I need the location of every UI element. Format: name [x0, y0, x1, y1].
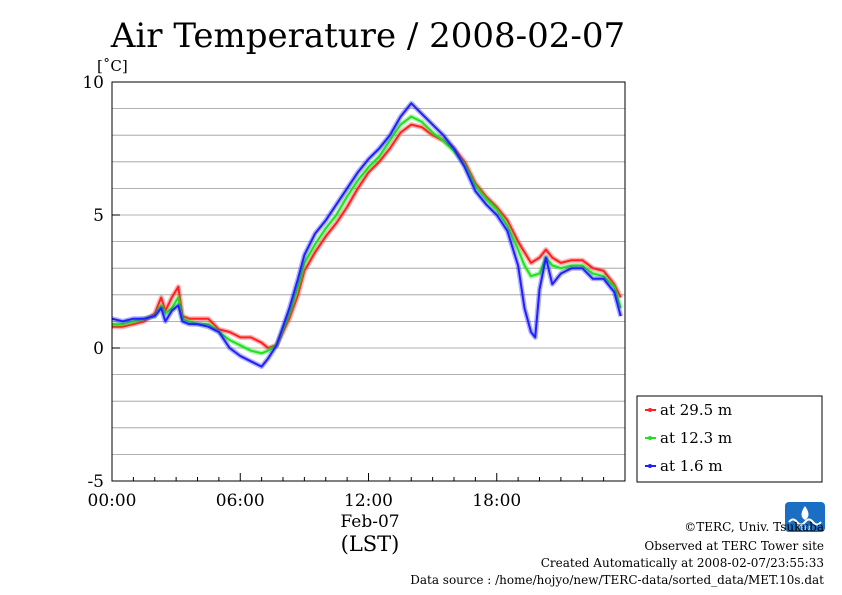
y-tick-label: 10: [82, 73, 104, 93]
footer-observed: Observed at TERC Tower site: [644, 539, 824, 553]
legend: at 29.5 m at 12.3 m at 1.6 m: [636, 395, 823, 483]
y-tick-label: -5: [87, 472, 104, 492]
legend-box: [636, 395, 823, 483]
plot-frame: [111, 81, 626, 482]
legend-label: at 1.6 m: [660, 457, 723, 475]
x-axis-date-label: Feb-07: [340, 512, 399, 532]
y-tick-label: 0: [93, 339, 104, 359]
legend-marker: [648, 464, 652, 468]
x-axis-unit-label: (LST): [341, 532, 400, 556]
legend-label: at 29.5 m: [660, 401, 732, 419]
series-line-1: [112, 115, 622, 355]
x-tick-label: 06:00: [216, 491, 265, 511]
plot-area: [111, 100, 624, 370]
legend-marker: [648, 436, 652, 440]
x-tick-label: 00:00: [88, 491, 137, 511]
logo-text: TERC: [796, 525, 813, 532]
y-tick-label: 5: [93, 206, 104, 226]
terc-logo: TERC: [785, 502, 825, 532]
chart-title: Air Temperature / 2008-02-07: [110, 16, 625, 56]
footer-source: Data source : /home/hojyo/new/TERC-data/…: [410, 573, 824, 587]
legend-label: at 12.3 m: [660, 429, 732, 447]
legend-marker: [648, 408, 652, 412]
x-tick-label: 18:00: [472, 491, 521, 511]
footer-created: Created Automatically at 2008-02-07/23:5…: [540, 556, 824, 570]
series-line-0: [112, 123, 622, 349]
series-line-2: [111, 102, 622, 368]
grid-lines: [112, 108, 625, 455]
x-tick-label: 12:00: [344, 491, 393, 511]
series-halo-2: [111, 100, 624, 370]
x-axis-ticks: 00:00 06:00 12:00 18:00: [88, 473, 605, 511]
footer-copyright: ©TERC, Univ. Tsukuba: [684, 520, 824, 534]
y-axis-unit-label: [˚C]: [97, 57, 128, 75]
y-axis-ticks: -5 0 5 10: [82, 73, 120, 492]
